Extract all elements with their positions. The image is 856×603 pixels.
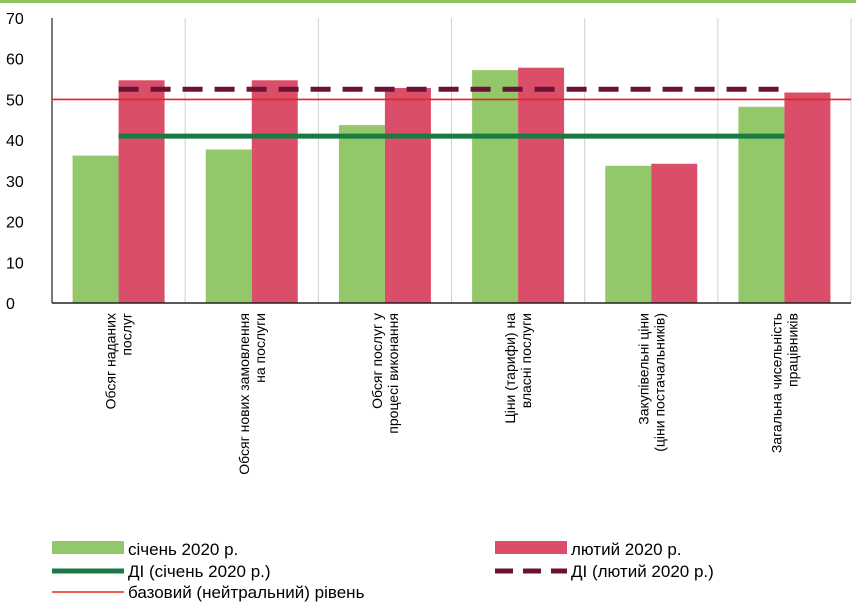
bar-feb xyxy=(384,88,431,304)
y-tick-label: 0 xyxy=(6,296,15,313)
x-tick-label: Загальна чисельність xyxy=(768,313,784,453)
y-tick-label: 60 xyxy=(6,52,24,69)
y-tick-label: 20 xyxy=(6,215,24,232)
legend-swatch-jan xyxy=(52,541,124,554)
x-tick-label: власні послуги xyxy=(518,313,534,408)
bar-jan xyxy=(738,106,785,303)
bar-feb xyxy=(518,67,565,304)
y-tick-label: 40 xyxy=(6,133,24,150)
bar-jan xyxy=(72,155,119,303)
bar-jan xyxy=(338,125,385,303)
bar-jan xyxy=(605,165,652,303)
bar-feb xyxy=(651,163,698,303)
x-tick-label: працівників xyxy=(784,313,800,387)
x-tick-label: Обсяг послуг у xyxy=(369,313,385,409)
legend-label: ДІ (лютий 2020 р.) xyxy=(571,562,714,581)
legend-label: січень 2020 р. xyxy=(128,540,238,559)
legend-label: базовий (нейтральний) рівень xyxy=(128,583,365,602)
y-tick-label: 70 xyxy=(6,11,24,28)
x-tick-label: (ціни постачальників) xyxy=(651,313,667,452)
legend-label: лютий 2020 р. xyxy=(571,540,682,559)
top-band xyxy=(0,0,856,3)
bar-feb xyxy=(784,92,831,303)
bar-jan xyxy=(205,149,252,303)
legend-swatch-feb xyxy=(495,541,567,554)
y-tick-label: 50 xyxy=(6,92,24,109)
bar-feb xyxy=(251,80,298,304)
x-tick-label: процесі виконання xyxy=(385,313,401,434)
x-tick-label: Обсяг наданих xyxy=(103,313,119,409)
x-tick-label: послуг xyxy=(119,313,135,356)
legend-label: ДІ (січень 2020 р.) xyxy=(128,562,271,581)
bar-jan xyxy=(472,70,519,303)
y-tick-label: 30 xyxy=(6,174,24,191)
x-tick-label: Обсяг нових замовлення xyxy=(236,313,252,475)
x-tick-label: Ціни (тарифи) на xyxy=(502,313,518,424)
x-tick-label: Закупівельні ціни xyxy=(635,313,651,425)
y-tick-label: 10 xyxy=(6,255,24,272)
x-tick-label: на послуги xyxy=(252,313,268,383)
bar-feb xyxy=(118,80,165,304)
